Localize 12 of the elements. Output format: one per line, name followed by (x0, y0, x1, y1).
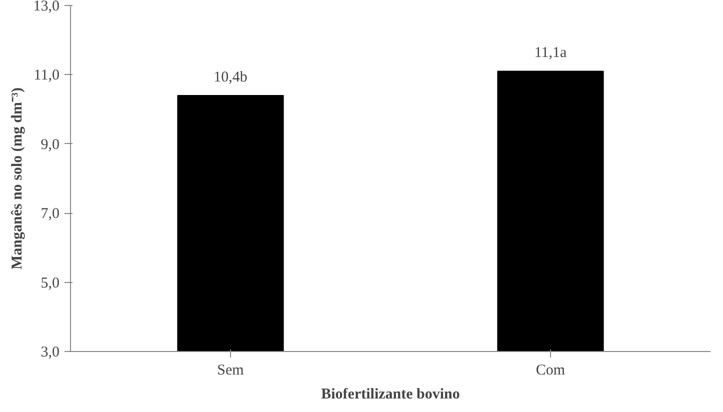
x-tick-label: Com (536, 362, 566, 378)
x-tick-label: Sem (217, 362, 244, 378)
y-tick-label: 11,0 (34, 68, 60, 84)
data-label: 11,1a (534, 45, 568, 62)
x-axis-title: Biofertilizante bovino (321, 386, 460, 402)
y-tick-label: 7,0 (40, 206, 60, 222)
y-tick-label: 3,0 (40, 344, 60, 360)
y-tick-label: 9,0 (40, 136, 60, 153)
y-tick-label: 13,0 (33, 0, 60, 14)
y-tick-label: 5,0 (40, 275, 60, 292)
data-label: 10,4b (214, 69, 248, 86)
y-axis-title: Manganês no solo (mg dm⁻³) (9, 87, 26, 270)
